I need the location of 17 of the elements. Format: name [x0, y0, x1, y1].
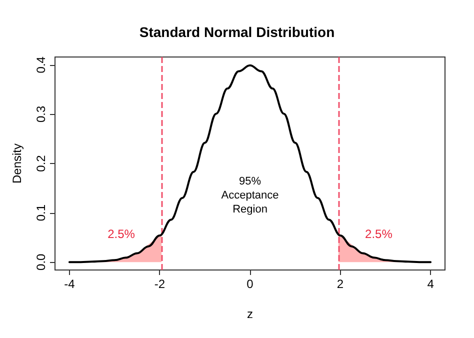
y-tick-label: 0.3: [34, 106, 48, 123]
x-tick-label: 2: [336, 277, 344, 291]
x-tick-label: -4: [64, 277, 76, 291]
annotation: 2.5%: [365, 226, 393, 241]
x-tick-label: -2: [154, 277, 166, 291]
y-tick-label: 0.0: [34, 253, 48, 270]
annotation: 95% Acceptance Region: [221, 175, 279, 216]
y-tick-label: 0.1: [34, 204, 48, 222]
annotation: 2.5%: [108, 226, 136, 241]
y-tick-label: 0.2: [34, 154, 48, 172]
line-series: [68, 64, 432, 264]
chart-title: Standard Normal Distribution: [139, 24, 335, 40]
x-tick-label: 0: [246, 277, 254, 291]
x-tick-label: 4: [427, 277, 434, 291]
x-axis-title: z: [247, 307, 253, 321]
y-axis-title: Density: [10, 143, 24, 184]
y-tick-label: 0.4: [34, 56, 48, 74]
